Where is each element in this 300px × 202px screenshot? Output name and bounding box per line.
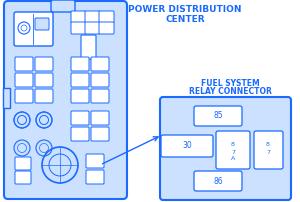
FancyBboxPatch shape <box>15 171 31 184</box>
FancyBboxPatch shape <box>35 73 53 87</box>
FancyBboxPatch shape <box>71 22 86 34</box>
FancyBboxPatch shape <box>91 73 109 87</box>
FancyBboxPatch shape <box>91 57 109 71</box>
FancyBboxPatch shape <box>71 11 86 23</box>
Text: A: A <box>231 157 235 162</box>
FancyBboxPatch shape <box>71 111 89 125</box>
FancyBboxPatch shape <box>161 135 213 157</box>
FancyBboxPatch shape <box>15 89 33 103</box>
FancyBboxPatch shape <box>160 97 291 200</box>
Text: 30: 30 <box>182 141 192 150</box>
FancyBboxPatch shape <box>35 18 49 30</box>
FancyBboxPatch shape <box>51 0 75 12</box>
FancyBboxPatch shape <box>86 170 104 184</box>
FancyBboxPatch shape <box>35 57 53 71</box>
Text: 85: 85 <box>213 112 223 121</box>
FancyBboxPatch shape <box>216 131 250 169</box>
FancyBboxPatch shape <box>85 11 100 23</box>
FancyBboxPatch shape <box>35 89 53 103</box>
FancyBboxPatch shape <box>91 89 109 103</box>
FancyBboxPatch shape <box>71 127 89 141</box>
FancyBboxPatch shape <box>99 11 114 23</box>
FancyBboxPatch shape <box>15 57 33 71</box>
FancyBboxPatch shape <box>254 131 283 169</box>
FancyBboxPatch shape <box>81 35 96 59</box>
Text: 8: 8 <box>231 142 235 147</box>
FancyBboxPatch shape <box>85 22 100 34</box>
FancyBboxPatch shape <box>99 22 114 34</box>
FancyBboxPatch shape <box>4 1 127 199</box>
FancyBboxPatch shape <box>86 154 104 168</box>
Text: 7: 7 <box>266 149 270 155</box>
Text: 86: 86 <box>213 177 223 185</box>
Text: POWER DISTRIBUTION: POWER DISTRIBUTION <box>128 5 242 15</box>
FancyBboxPatch shape <box>15 73 33 87</box>
FancyBboxPatch shape <box>194 106 242 126</box>
Text: RELAY CONNECTOR: RELAY CONNECTOR <box>189 87 272 97</box>
FancyBboxPatch shape <box>14 12 53 46</box>
FancyBboxPatch shape <box>91 111 109 125</box>
Text: 7: 7 <box>231 149 235 155</box>
FancyBboxPatch shape <box>91 127 109 141</box>
FancyBboxPatch shape <box>194 171 242 191</box>
Text: CENTER: CENTER <box>165 16 205 24</box>
FancyBboxPatch shape <box>71 73 89 87</box>
Bar <box>3 88 10 108</box>
Text: FUEL SYSTEM: FUEL SYSTEM <box>201 79 260 87</box>
Text: 8: 8 <box>266 142 270 147</box>
FancyBboxPatch shape <box>71 89 89 103</box>
FancyBboxPatch shape <box>71 57 89 71</box>
FancyBboxPatch shape <box>15 157 31 170</box>
